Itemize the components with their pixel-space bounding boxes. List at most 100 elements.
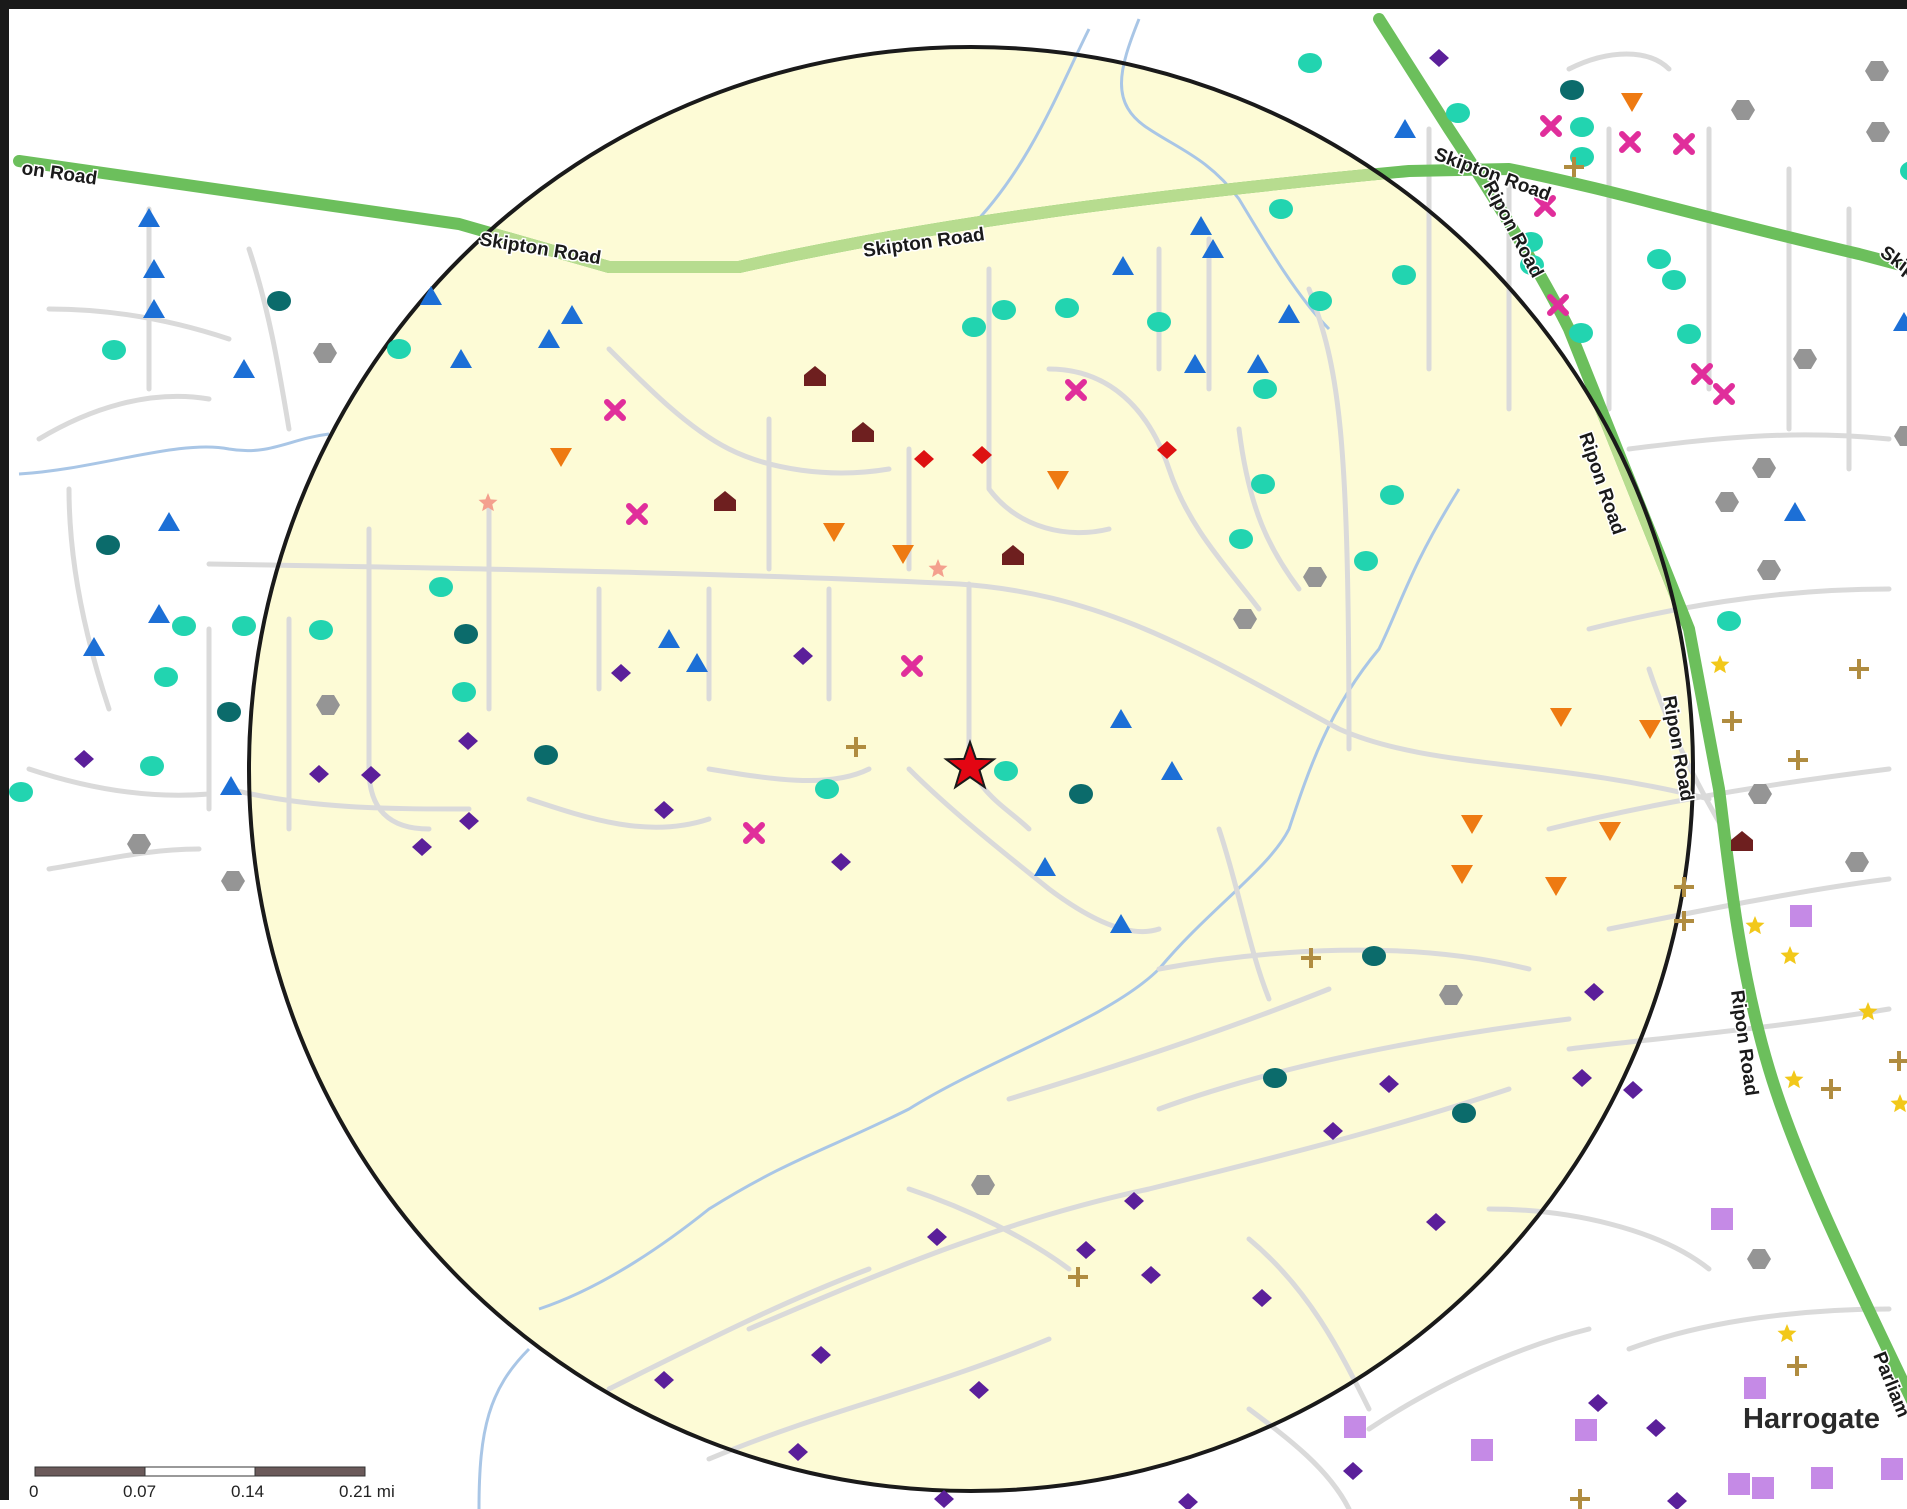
magenta-cross-marker-icon xyxy=(1622,134,1638,150)
road-label-skipton-left: on Road xyxy=(20,158,98,189)
aqua-circle-marker-icon xyxy=(1308,291,1332,311)
blue-triangle-marker-icon xyxy=(1784,502,1806,521)
tan-plus-marker-icon xyxy=(1722,711,1742,731)
aqua-circle-marker-icon xyxy=(387,339,411,359)
lilac-square-marker-icon xyxy=(1790,905,1812,927)
blue-triangle-marker-icon xyxy=(1893,312,1907,331)
purple-diamond-marker-icon xyxy=(1429,49,1449,67)
scale-tick-0: 0 xyxy=(29,1482,38,1501)
tan-plus-marker-icon xyxy=(1788,750,1808,770)
teal-circle-marker-icon xyxy=(96,535,120,555)
teal-circle-marker-icon xyxy=(217,702,241,722)
magenta-cross-marker-icon xyxy=(1716,386,1732,402)
purple-diamond-marker-icon xyxy=(1623,1081,1643,1099)
aqua-circle-marker-icon xyxy=(1446,103,1470,123)
lilac-square-marker-icon xyxy=(1711,1208,1733,1230)
gray-hexagon-marker-icon xyxy=(1715,492,1739,512)
lilac-square-marker-icon xyxy=(1344,1416,1366,1438)
magenta-cross-marker-icon xyxy=(1676,136,1692,152)
aqua-circle-marker-icon xyxy=(1147,312,1171,332)
purple-diamond-marker-icon xyxy=(1588,1394,1608,1412)
gray-hexagon-marker-icon xyxy=(221,871,245,891)
tan-plus-marker-icon xyxy=(1849,659,1869,679)
teal-circle-marker-icon xyxy=(534,745,558,765)
gray-hexagon-marker-icon xyxy=(1757,560,1781,580)
teal-circle-marker-icon xyxy=(1362,946,1386,966)
lilac-square-marker-icon xyxy=(1728,1473,1750,1495)
aqua-circle-marker-icon xyxy=(1647,249,1671,269)
teal-circle-marker-icon xyxy=(1560,80,1584,100)
gray-hexagon-marker-icon xyxy=(1845,852,1869,872)
yellow-star-marker-icon xyxy=(1785,1070,1804,1088)
aqua-circle-marker-icon xyxy=(172,616,196,636)
map-canvas[interactable]: on Road Skipton Road Skipton Road Skipto… xyxy=(9,9,1907,1509)
blue-triangle-marker-icon xyxy=(220,776,242,795)
blue-triangle-marker-icon xyxy=(1394,119,1416,138)
aqua-circle-marker-icon xyxy=(815,779,839,799)
gray-hexagon-marker-icon xyxy=(313,343,337,363)
place-label-harrogate: Harrogate xyxy=(1743,1403,1880,1435)
gray-hexagon-marker-icon xyxy=(1894,426,1907,446)
gray-hexagon-marker-icon xyxy=(1747,1249,1771,1269)
yellow-star-marker-icon xyxy=(1746,916,1765,934)
lilac-square-marker-icon xyxy=(1811,1467,1833,1489)
tan-plus-marker-icon xyxy=(1787,1356,1807,1376)
blue-triangle-marker-icon xyxy=(233,359,255,378)
aqua-circle-marker-icon xyxy=(992,300,1016,320)
blue-triangle-marker-icon xyxy=(143,299,165,318)
aqua-circle-marker-icon xyxy=(1570,117,1594,137)
scale-bar: 0 0.07 0.14 0.21 mi xyxy=(29,1467,395,1501)
aqua-circle-marker-icon xyxy=(1269,199,1293,219)
purple-diamond-marker-icon xyxy=(1178,1493,1198,1509)
yellow-star-marker-icon xyxy=(1711,655,1730,673)
teal-circle-marker-icon xyxy=(267,291,291,311)
gray-hexagon-marker-icon xyxy=(1866,122,1890,142)
yellow-star-marker-icon xyxy=(1891,1094,1907,1112)
aqua-circle-marker-icon xyxy=(1055,298,1079,318)
lilac-square-marker-icon xyxy=(1575,1419,1597,1441)
scale-tick-3: 0.21 mi xyxy=(339,1482,395,1501)
aqua-circle-marker-icon xyxy=(9,782,33,802)
lilac-square-marker-icon xyxy=(1881,1458,1903,1480)
aqua-circle-marker-icon xyxy=(1298,53,1322,73)
teal-circle-marker-icon xyxy=(1452,1103,1476,1123)
aqua-circle-marker-icon xyxy=(1354,551,1378,571)
magenta-cross-marker-icon xyxy=(1543,118,1559,134)
aqua-circle-marker-icon xyxy=(452,682,476,702)
aqua-circle-marker-icon xyxy=(1677,324,1701,344)
aqua-circle-marker-icon xyxy=(1253,379,1277,399)
blue-triangle-marker-icon xyxy=(143,259,165,278)
gray-hexagon-marker-icon xyxy=(1865,61,1889,81)
aqua-circle-marker-icon xyxy=(429,577,453,597)
purple-diamond-marker-icon xyxy=(1646,1419,1666,1437)
scale-tick-1: 0.07 xyxy=(123,1482,156,1501)
aqua-circle-marker-icon xyxy=(232,616,256,636)
tan-plus-marker-icon xyxy=(1570,1489,1590,1509)
purple-diamond-marker-icon xyxy=(74,750,94,768)
lilac-square-marker-icon xyxy=(1752,1477,1774,1499)
aqua-circle-marker-icon xyxy=(1569,323,1593,343)
orange-down-triangle-marker-icon xyxy=(1621,93,1643,112)
gray-hexagon-marker-icon xyxy=(1731,100,1755,120)
aqua-circle-marker-icon xyxy=(309,620,333,640)
aqua-circle-marker-icon xyxy=(1380,485,1404,505)
teal-circle-marker-icon xyxy=(1069,784,1093,804)
purple-diamond-marker-icon xyxy=(1667,1492,1687,1509)
gray-hexagon-marker-icon xyxy=(1752,458,1776,478)
teal-circle-marker-icon xyxy=(454,624,478,644)
blue-triangle-marker-icon xyxy=(148,604,170,623)
aqua-circle-marker-icon xyxy=(1229,529,1253,549)
tan-plus-marker-icon xyxy=(1821,1079,1841,1099)
yellow-star-marker-icon xyxy=(1778,1324,1797,1342)
aqua-circle-marker-icon xyxy=(140,756,164,776)
aqua-circle-marker-icon xyxy=(154,667,178,687)
lilac-square-marker-icon xyxy=(1471,1439,1493,1461)
blue-triangle-marker-icon xyxy=(138,208,160,227)
aqua-circle-marker-icon xyxy=(102,340,126,360)
aqua-circle-marker-icon xyxy=(1717,611,1741,631)
aqua-circle-marker-icon xyxy=(1251,474,1275,494)
lilac-square-marker-icon xyxy=(1744,1377,1766,1399)
aqua-circle-marker-icon xyxy=(1662,270,1686,290)
teal-circle-marker-icon xyxy=(1263,1068,1287,1088)
